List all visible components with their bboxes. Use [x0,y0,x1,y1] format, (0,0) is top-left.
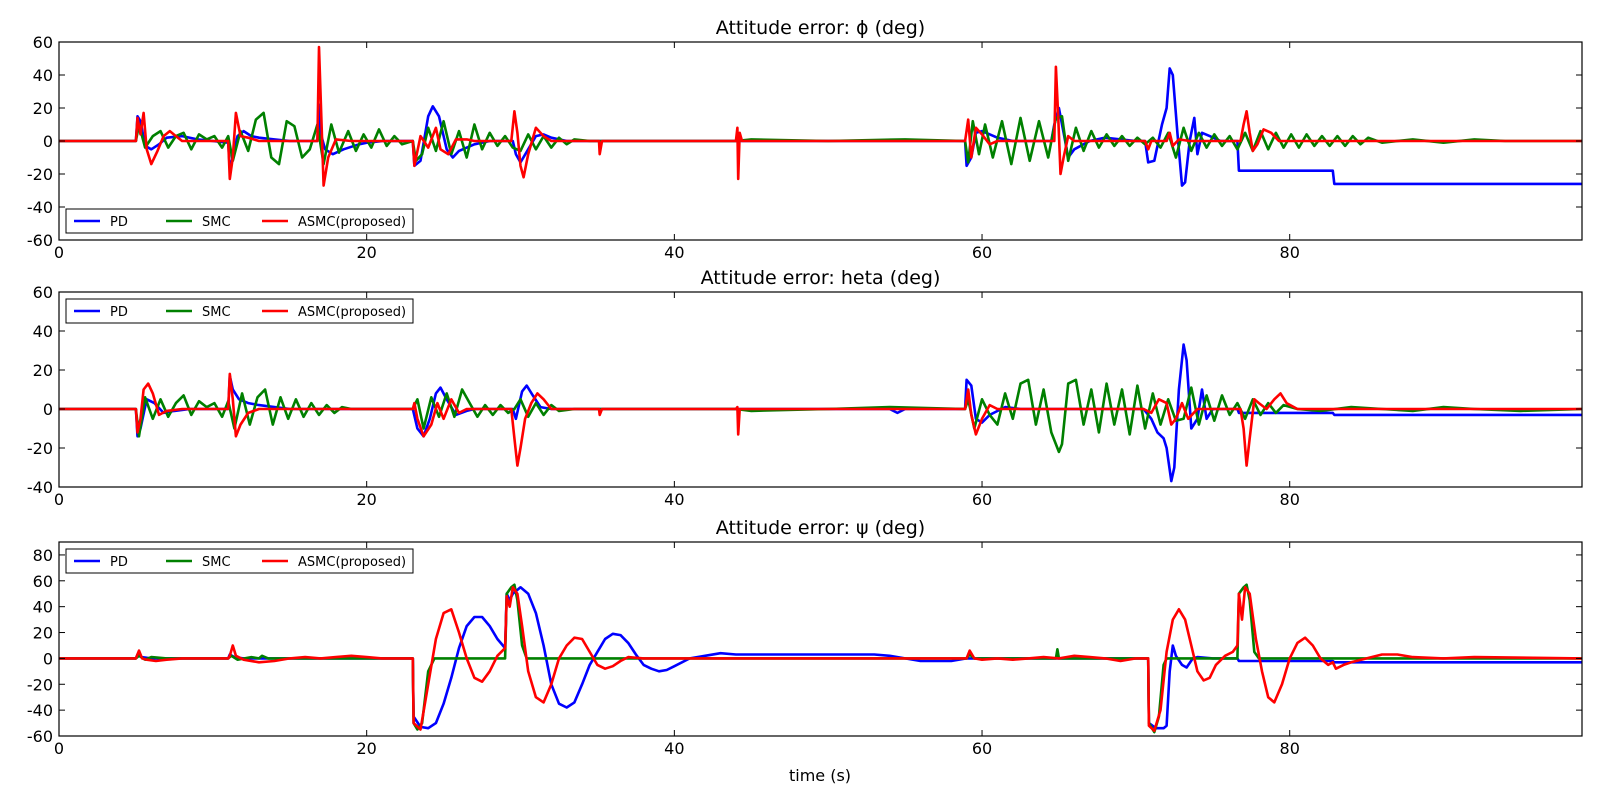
plot-frame [58,291,1583,488]
legend-box [65,548,414,574]
x-tick-label: 60 [972,490,992,509]
series-line-smc [59,111,1582,166]
panel-3: Attitude error: ψ (deg) 0 20 40 60 80 -60 -40 -2… [27,517,1583,758]
series-line-pd [59,343,1582,483]
chart-title: Attitude error: heta (deg) [701,267,941,289]
y-tick-label: 0 [43,400,53,419]
series-line-pd [59,586,1582,730]
y-tick-label: -20 [27,439,53,458]
panel-2: Attitude error: heta (deg) 0 20 40 60 80 -40 -2… [27,267,1583,509]
x-tick-label: 0 [54,243,64,262]
y-tick-label: -60 [27,231,53,250]
legend-box [65,208,414,234]
y-tick-label: 20 [33,99,53,118]
legend-label: SMC [202,215,231,230]
x-axis-label: time (s) [789,766,851,785]
legend-label: SMC [202,305,231,320]
y-tick-label: -20 [27,165,53,184]
y-tick-label: -20 [27,675,53,694]
chart-title: Attitude error: ψ (deg) [716,517,925,539]
x-tick-label: 80 [1280,490,1300,509]
x-tick-label: 40 [664,739,684,758]
legend-label: PD [110,555,128,570]
x-tick-label: 40 [664,243,684,262]
legend-label: PD [110,215,128,230]
y-tick-label: 40 [33,598,53,617]
y-tick-label: -40 [27,198,53,217]
series-line-asmc-proposed [59,45,1582,187]
y-tick-label: 60 [33,572,53,591]
x-tick-label: 60 [972,243,992,262]
y-tick-label: -60 [27,727,53,746]
x-tick-label: 20 [356,490,376,509]
series-line-pd [59,67,1582,187]
series-group [59,583,1582,734]
legend-label: SMC [202,555,231,570]
x-tick-label: 20 [356,739,376,758]
y-tick-label: 80 [33,546,53,565]
y-tick-label: 20 [33,361,53,380]
y-tick-label: 0 [43,132,53,151]
chart-title: Attitude error: ϕ (deg) [716,17,925,39]
x-tick-label: 20 [356,243,376,262]
legend: PD SMC ASMC(proposed) [65,548,414,574]
x-tick-label: 40 [664,490,684,509]
series-group [59,45,1582,187]
series-line-asmc-proposed [59,372,1582,467]
legend-box [65,298,414,324]
y-tick-label: 0 [43,649,53,668]
y-tick-label: 60 [33,283,53,302]
series-group [59,343,1582,483]
x-tick-label: 0 [54,490,64,509]
legend-label: PD [110,305,128,320]
legend-label: ASMC(proposed) [298,305,406,320]
y-tick-label: 60 [33,33,53,52]
x-tick-label: 0 [54,739,64,758]
plot-frame [58,541,1583,737]
legend-label: ASMC(proposed) [298,555,406,570]
y-tick-label: -40 [27,478,53,497]
legend: PD SMC ASMC(proposed) [65,208,414,234]
legend-label: ASMC(proposed) [298,215,406,230]
y-tick-label: -40 [27,701,53,720]
x-tick-label: 60 [972,739,992,758]
y-tick-label: 20 [33,624,53,643]
y-tick-label: 40 [33,322,53,341]
x-tick-label: 80 [1280,739,1300,758]
series-line-asmc-proposed [59,586,1582,733]
y-tick-label: 40 [33,66,53,85]
panel-1: Attitude error: ϕ (deg) 0 20 40 60 80 -60 -40 -2… [27,17,1583,262]
legend: PD SMC ASMC(proposed) [65,298,414,324]
x-tick-label: 80 [1280,243,1300,262]
